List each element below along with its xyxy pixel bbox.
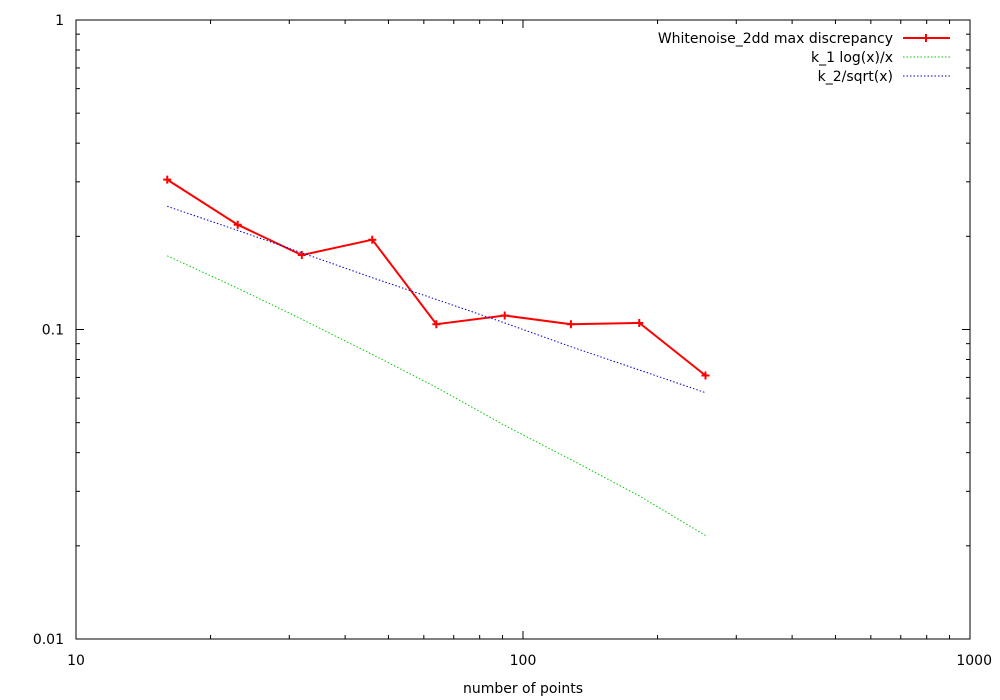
data-point-marker (233, 220, 242, 229)
legend-label: k_2/sqrt(x) (818, 69, 893, 85)
data-point-marker (297, 251, 306, 260)
minor-ticks (76, 20, 970, 639)
data-point-marker (368, 235, 377, 244)
x-tick-label: 1000 (956, 653, 992, 669)
y-tick-label: 0.1 (42, 323, 64, 339)
series-line (166, 178, 707, 377)
legend-marker (922, 34, 930, 42)
major-ticks (75, 19, 971, 640)
x-tick-label: 10 (67, 653, 85, 669)
data-point-marker (566, 320, 575, 329)
legend-label: Whitenoise_2dd max discrepancy (658, 31, 893, 47)
plot-frame (75, 19, 971, 640)
data-point-marker (432, 320, 441, 329)
x-tick-label: 100 (510, 653, 537, 669)
series-3 (167, 205, 706, 394)
legend: Whitenoise_2dd max discrepancy k_1 log(x)… (658, 31, 950, 85)
y-tick-labels: 0.01 0.1 1 (33, 13, 64, 648)
series-line (166, 255, 706, 536)
data-point-marker (701, 371, 710, 380)
series-layer (163, 175, 710, 536)
x-axis-label: number of points (463, 681, 583, 697)
series-1 (163, 175, 710, 380)
data-point-marker (500, 311, 509, 320)
data-point-marker (163, 175, 172, 184)
x-tick-labels: 10 100 1000 (67, 653, 992, 669)
y-tick-label: 1 (55, 13, 64, 29)
legend-label: k_1 log(x)/x (811, 50, 893, 66)
data-point-marker (635, 318, 644, 327)
y-tick-label: 0.01 (33, 632, 64, 648)
series-line (167, 205, 706, 394)
series-2 (166, 255, 706, 536)
